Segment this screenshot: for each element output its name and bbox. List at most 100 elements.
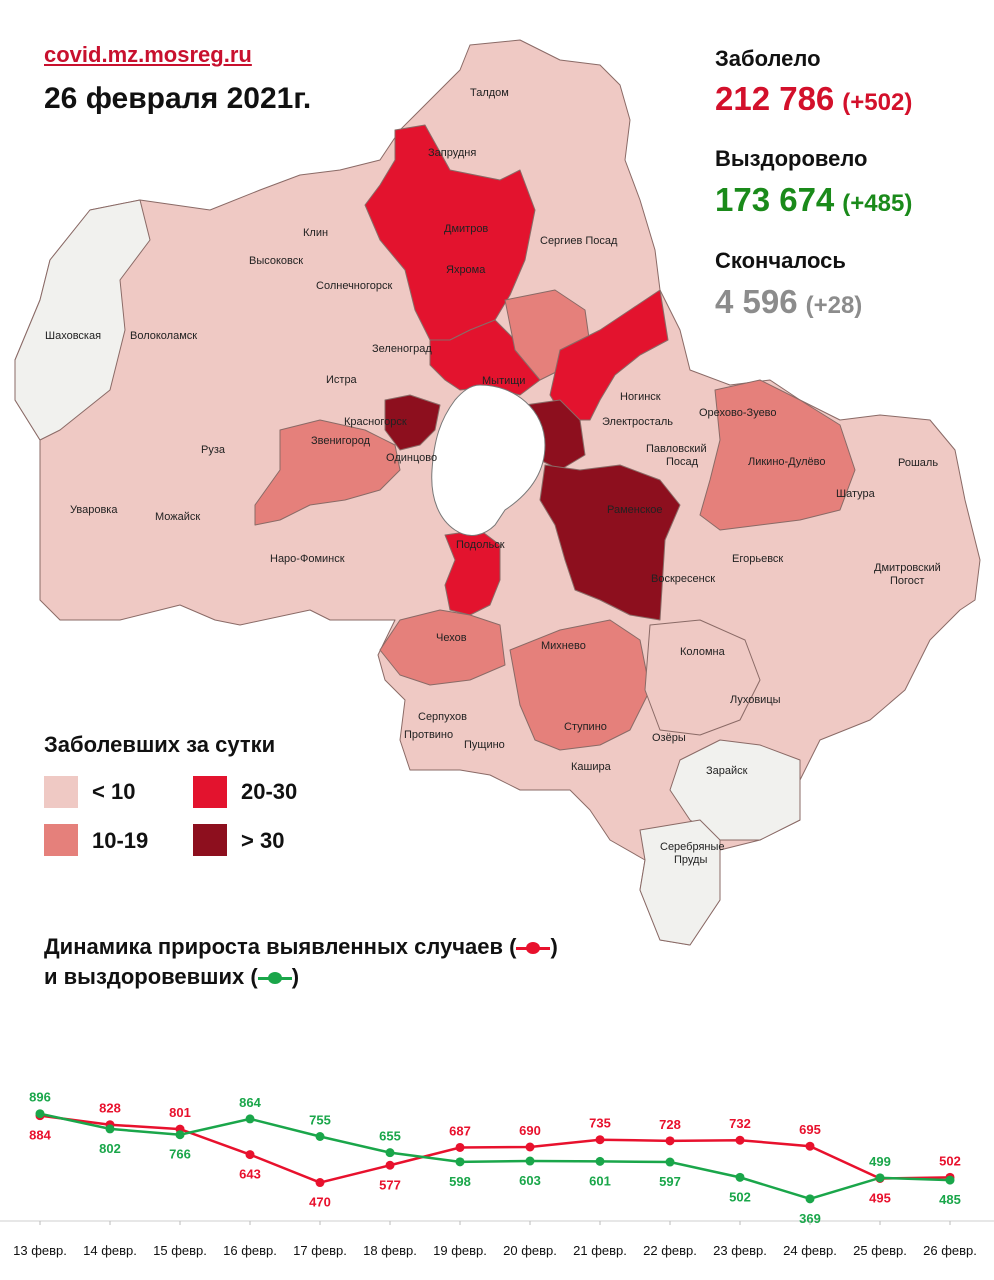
data-label-cases: 828 bbox=[99, 1101, 121, 1116]
map-label: Запрудня bbox=[428, 147, 476, 159]
map-label: Шатура bbox=[836, 488, 876, 500]
moscow-city-hole bbox=[431, 384, 546, 536]
map-label: Луховицы bbox=[730, 694, 781, 706]
data-label-cases: 735 bbox=[589, 1116, 611, 1131]
data-label-recovered: 499 bbox=[869, 1154, 891, 1169]
map-label: Сергиев Посад bbox=[540, 235, 618, 247]
point-cases bbox=[455, 1142, 465, 1152]
data-label-recovered: 598 bbox=[449, 1174, 471, 1189]
district-zaraysk bbox=[669, 739, 801, 841]
district-stupino bbox=[509, 619, 651, 751]
x-tick-label: 20 февр. bbox=[503, 1243, 557, 1258]
data-label-recovered: 601 bbox=[589, 1173, 611, 1188]
point-cases bbox=[315, 1178, 325, 1188]
point-cases bbox=[245, 1150, 255, 1160]
point-recovered bbox=[595, 1156, 605, 1166]
chart-title-line1: Динамика прироста выявленных случаев () bbox=[44, 932, 558, 962]
x-tick-label: 23 февр. bbox=[713, 1243, 767, 1258]
map-label: Егорьевск bbox=[732, 553, 783, 565]
chart-title: Динамика прироста выявленных случаев () … bbox=[44, 932, 558, 992]
legend-label-gt30: > 30 bbox=[241, 828, 285, 853]
map-label: Звенигород bbox=[311, 435, 371, 447]
legend-title: Заболевших за сутки bbox=[44, 732, 276, 757]
map-label: Красногорск bbox=[344, 416, 407, 428]
district-podolsk bbox=[444, 529, 501, 616]
chart-title-close2: ) bbox=[291, 964, 300, 989]
data-label-recovered: 655 bbox=[379, 1129, 401, 1144]
data-label-recovered: 369 bbox=[799, 1211, 821, 1226]
chart-title-line2: и выздоровевших () bbox=[44, 962, 558, 992]
point-recovered bbox=[875, 1173, 885, 1183]
map-label: Серебряные Пруды bbox=[660, 841, 725, 866]
map-city-labels: Талдом Запрудня Дмитров Яхрома Клин Высоковск… bbox=[45, 87, 941, 866]
data-label-cases: 690 bbox=[519, 1123, 541, 1138]
point-cases bbox=[595, 1135, 605, 1145]
map-label: Воскресенск bbox=[651, 573, 715, 585]
map-label: Протвино bbox=[404, 729, 453, 741]
deaths-stat: 4 596 (+28) bbox=[715, 283, 862, 321]
map-label: Озёры bbox=[652, 732, 686, 744]
point-recovered bbox=[35, 1109, 45, 1119]
point-cases bbox=[525, 1142, 535, 1152]
map-label: Подольск bbox=[456, 539, 505, 551]
map-label: Раменское bbox=[607, 504, 663, 516]
map-label: Зеленоград bbox=[372, 343, 432, 355]
map-label: Волоколамск bbox=[130, 330, 197, 342]
x-tick-label: 18 февр. bbox=[363, 1243, 417, 1258]
recovered-delta: (+485) bbox=[842, 190, 913, 217]
infected-value: 212 786 bbox=[715, 80, 835, 117]
infected-delta: (+502) bbox=[842, 89, 913, 116]
map-label: Серпухов bbox=[418, 711, 467, 723]
point-recovered bbox=[735, 1172, 745, 1182]
map-label: Талдом bbox=[470, 87, 509, 99]
series-line-recovered bbox=[39, 1112, 951, 1201]
map-label: Пущино bbox=[464, 739, 505, 751]
district-chekhov bbox=[379, 609, 506, 686]
legend-swatch-lt10 bbox=[44, 776, 78, 808]
map-label: Яхрома bbox=[446, 264, 486, 276]
map-label: Ступино bbox=[564, 721, 607, 733]
map-label: Ногинск bbox=[620, 391, 661, 403]
point-recovered bbox=[665, 1157, 675, 1167]
legend-swatch-gt30 bbox=[193, 824, 227, 856]
chart-title-text1: Динамика прироста выявленных случаев ( bbox=[44, 934, 517, 959]
legend-label-20-30: 20-30 bbox=[241, 779, 298, 804]
point-recovered bbox=[315, 1132, 325, 1141]
x-tick-label: 26 февр. bbox=[923, 1243, 977, 1258]
map-label: Михнево bbox=[541, 640, 586, 652]
data-label-cases: 695 bbox=[799, 1122, 821, 1137]
map-label: Электросталь bbox=[602, 416, 673, 428]
report-date: 26 февраля 2021г. bbox=[44, 82, 312, 115]
infected-stat: 212 786 (+502) bbox=[715, 80, 912, 118]
map-label: Солнечногорск bbox=[316, 280, 392, 292]
x-tick-label: 25 февр. bbox=[853, 1243, 907, 1258]
dynamics-line-chart: 884 896 828 802 801 766 643 864 470 755 577 655 687 5… bbox=[0, 1090, 994, 1258]
legend-swatch-10-19 bbox=[44, 824, 78, 856]
map-label: Чехов bbox=[436, 632, 467, 644]
point-recovered bbox=[245, 1114, 255, 1124]
map-label: Ликино-Дулёво bbox=[748, 456, 826, 468]
map-label: Руза bbox=[201, 444, 226, 456]
source-link[interactable]: covid.mz.mosreg.ru bbox=[44, 42, 252, 67]
point-cases bbox=[665, 1136, 675, 1146]
map-label: Павловский Посад bbox=[646, 443, 707, 468]
district-krasnogorsk bbox=[384, 394, 441, 451]
point-recovered bbox=[175, 1130, 185, 1140]
legend-label-lt10: < 10 bbox=[92, 779, 136, 804]
point-cases bbox=[805, 1141, 815, 1151]
x-tick-label: 13 февр. bbox=[13, 1243, 67, 1258]
data-label-cases: 643 bbox=[239, 1167, 261, 1182]
x-tick-label: 16 февр. bbox=[223, 1243, 277, 1258]
district-ramenskoye bbox=[539, 464, 681, 621]
point-recovered bbox=[455, 1157, 465, 1167]
chart-title-close1: ) bbox=[550, 934, 558, 959]
data-label-recovered: 896 bbox=[29, 1090, 51, 1105]
map-label: Коломна bbox=[680, 646, 726, 658]
district-serebryanye-prudy bbox=[639, 819, 721, 946]
x-tick-label: 17 февр. bbox=[293, 1243, 347, 1258]
map-label: Одинцово bbox=[386, 452, 437, 464]
map-label: Уваровка bbox=[70, 504, 118, 516]
chart-title-text2: и выздоровевших ( bbox=[44, 964, 258, 989]
legend-label-10-19: 10-19 bbox=[92, 828, 149, 853]
district-kolomna-area bbox=[644, 619, 761, 736]
